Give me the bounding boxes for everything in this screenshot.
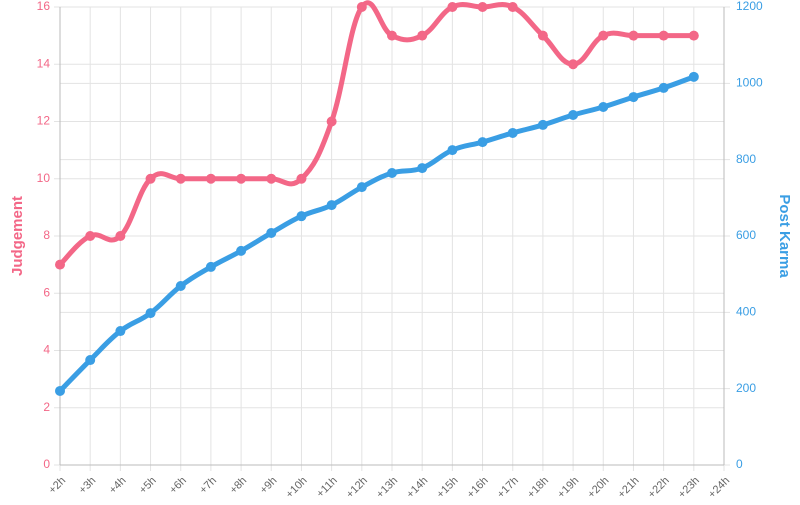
point bbox=[326, 116, 337, 127]
x-tick-label: +22h bbox=[646, 475, 672, 500]
y2-tick-label: 1000 bbox=[736, 76, 763, 90]
y2-tick-label: 400 bbox=[736, 305, 756, 319]
x-tick-label: +19h bbox=[555, 475, 581, 500]
point bbox=[266, 173, 277, 184]
point bbox=[85, 355, 96, 366]
x-tick-label: +24h bbox=[706, 475, 732, 500]
x-tick-label: +11h bbox=[314, 475, 339, 500]
y-tick-label: 16 bbox=[37, 0, 51, 13]
point bbox=[447, 145, 458, 156]
y-tick-label: 8 bbox=[43, 228, 50, 242]
point bbox=[356, 182, 367, 193]
x-tick-label: +20h bbox=[585, 475, 611, 500]
point bbox=[356, 2, 367, 12]
point bbox=[296, 173, 307, 184]
point bbox=[175, 173, 186, 184]
point bbox=[477, 2, 488, 12]
point bbox=[205, 173, 216, 184]
x-tick-label: +13h bbox=[374, 475, 400, 500]
y-tick-label: 6 bbox=[43, 285, 50, 299]
x-tick-label: +16h bbox=[465, 475, 491, 500]
y-tick-label: 4 bbox=[43, 343, 50, 357]
y2-tick-label: 1200 bbox=[736, 0, 763, 13]
point bbox=[85, 231, 96, 241]
y2-axis-title: Post Karma bbox=[776, 194, 793, 278]
point bbox=[598, 30, 609, 41]
y2-tick-label: 800 bbox=[736, 152, 756, 166]
x-tick-label: +14h bbox=[404, 475, 430, 500]
point bbox=[417, 30, 428, 41]
point bbox=[326, 200, 337, 211]
x-tick-label: +10h bbox=[284, 475, 310, 500]
x-tick-label: +2h bbox=[46, 475, 68, 497]
y2-tick-label: 0 bbox=[736, 457, 743, 471]
point bbox=[55, 259, 65, 270]
point bbox=[145, 308, 156, 319]
point bbox=[236, 245, 247, 256]
point bbox=[387, 168, 397, 179]
point bbox=[688, 30, 699, 41]
point bbox=[205, 261, 216, 272]
series-line bbox=[58, 0, 694, 267]
point bbox=[507, 127, 518, 138]
point bbox=[175, 280, 186, 291]
point bbox=[658, 82, 669, 93]
x-tick-label: +8h bbox=[228, 475, 250, 497]
x-tick-label: +23h bbox=[676, 475, 702, 500]
point bbox=[296, 211, 307, 222]
x-tick-label: +5h bbox=[137, 475, 159, 497]
point bbox=[658, 30, 669, 41]
x-tick-label: +17h bbox=[495, 475, 521, 500]
point bbox=[145, 173, 156, 184]
y-axis-title: Judgement bbox=[9, 196, 26, 276]
y-tick-label: 2 bbox=[43, 400, 50, 414]
y2-tick-label: 200 bbox=[736, 381, 756, 395]
x-tick-label: +7h bbox=[197, 475, 219, 497]
x-tick-label: +9h bbox=[258, 475, 280, 497]
point bbox=[115, 231, 126, 241]
point bbox=[568, 59, 579, 70]
point bbox=[507, 2, 518, 12]
point bbox=[628, 30, 639, 41]
point bbox=[115, 326, 126, 337]
point bbox=[236, 173, 247, 184]
point bbox=[447, 2, 458, 12]
point bbox=[266, 227, 277, 238]
x-tick-label: +6h bbox=[167, 475, 189, 497]
x-tick-label: +15h bbox=[435, 475, 461, 500]
x-tick-label: +12h bbox=[344, 475, 370, 500]
x-tick-label: +21h bbox=[616, 475, 642, 500]
y-tick-label: 10 bbox=[37, 171, 51, 185]
point bbox=[477, 137, 488, 148]
point bbox=[387, 30, 397, 41]
y2-tick-label: 600 bbox=[736, 228, 756, 242]
x-tick-label: +18h bbox=[525, 475, 551, 500]
x-tick-label: +4h bbox=[107, 475, 129, 497]
point bbox=[55, 385, 65, 396]
point bbox=[688, 71, 699, 82]
point bbox=[537, 119, 548, 130]
y-tick-label: 12 bbox=[37, 114, 51, 128]
point bbox=[628, 92, 639, 103]
y-tick-label: 0 bbox=[43, 457, 50, 471]
point bbox=[417, 163, 428, 174]
point bbox=[568, 110, 579, 121]
y-tick-label: 14 bbox=[37, 56, 51, 70]
point bbox=[598, 101, 609, 112]
series-line bbox=[58, 74, 695, 393]
x-tick-label: +3h bbox=[77, 475, 99, 497]
point bbox=[537, 30, 548, 41]
